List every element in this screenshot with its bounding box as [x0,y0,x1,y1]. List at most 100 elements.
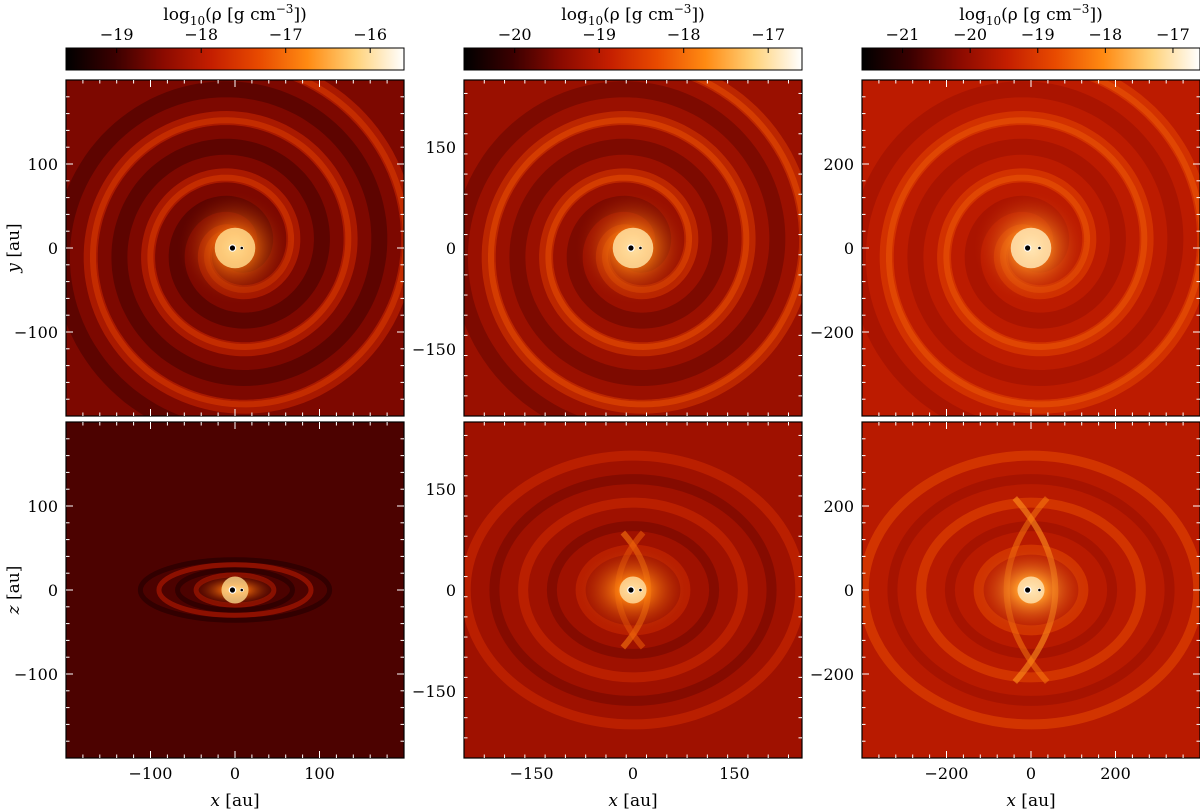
panel-frame [463,79,803,417]
colorbar-tick-label: −18 [1088,25,1122,44]
colorbar-label-sub: 10 [588,14,603,28]
y-tick-label: 0 [446,239,456,258]
sink-particle [1023,244,1032,252]
y-tick-label: 0 [48,581,58,600]
y-tick-label: 100 [27,155,58,174]
colorbar [861,47,1200,71]
colorbar-label-body: (ρ [g cm [205,5,276,25]
sink-particle [627,244,635,252]
y-tick-label: 0 [446,581,456,600]
colorbar-label-log: log [959,5,986,25]
x-axis-unit: [au] [1016,791,1056,811]
x-axis-label: x [au] [608,791,657,811]
x-tick-label: −150 [510,764,554,783]
y-tick-label: 0 [844,581,854,600]
sink-particle [1023,586,1032,594]
y-tick-label: 150 [425,138,456,157]
panel-top-1: −100 0 100 y [au] [4,79,405,417]
y-tick-label: 150 [425,480,456,499]
y-tick-label: −100 [14,665,58,684]
colorbar-label-sup: −3 [276,2,294,16]
column-2: log10(ρ [g cm−3])−20 −19 −18 −17−1500150−15… [412,2,803,811]
colorbar-tick-label: −21 [886,25,920,44]
sink-particle [638,246,643,250]
panel-top-2: −150 0 150 [412,79,803,417]
density-lobe [518,497,748,683]
x-tick-label: 0 [628,764,638,783]
sink-particle [1037,588,1042,592]
sink-particle [239,246,244,250]
x-tick-label: 0 [230,764,240,783]
colorbar-tick-label: −18 [184,25,218,44]
y-axis-unit: [au] [4,223,24,263]
colorbar-label-sup: −3 [674,2,692,16]
x-tick-label: 0 [1026,764,1036,783]
sink-particle [228,244,237,252]
x-axis-label: x [au] [1006,791,1055,811]
y-axis-unit: [au] [4,566,24,606]
density-lobe [156,562,314,618]
x-tick-label: −200 [925,764,969,783]
y-axis-label: z [au] [4,566,24,616]
x-tick-label: 150 [719,764,750,783]
colorbar-tick-label: −17 [1156,25,1190,44]
density-map [66,80,404,416]
column-3: log10(ρ [g cm−3]) −21 −20 −19 −18 −17 −200 0 200… [810,2,1200,811]
y-axis-var: z [4,604,24,615]
colorbar-tick-label: −19 [582,25,616,44]
sink-particle [239,588,244,592]
density-lobe [887,474,1175,706]
colorbar-tick-label: −20 [498,25,532,44]
density-map [862,422,1200,758]
colorbar-label-log: log [163,5,190,25]
colorbar-label-log: log [561,5,588,25]
colorbar-label: log10(ρ [g cm−3]) [163,2,306,28]
colorbar-label-sup: −3 [1072,2,1090,16]
x-axis-var: x [608,791,618,811]
colorbar-tick-label: −19 [1021,25,1055,44]
colorbar [463,47,803,71]
x-tick-label: −100 [129,764,173,783]
sink-particle [627,586,635,594]
colorbar-tick-label: −20 [953,25,987,44]
y-tick-label: 200 [823,497,854,516]
panel-top-3: −200 0 200 [810,79,1200,417]
density-lobe [944,521,1118,659]
density-lobe [916,497,1146,683]
y-tick-label: −100 [14,323,58,342]
panel-bottom-1: −100 0 100 −100 0 100 x [au] z [au] [4,421,405,811]
x-tick-label: 100 [304,764,335,783]
y-tick-label: −200 [810,323,854,342]
panel-frame [463,421,803,759]
density-map [464,80,802,416]
sink-particle [228,586,237,594]
x-axis-unit: [au] [220,791,260,811]
y-tick-label: 0 [48,239,58,258]
y-axis-var: y [4,263,24,274]
x-axis-var: x [1006,791,1016,811]
density-lobe [175,567,295,613]
panel-bottom-3: −200 0 200 −200 0 200 x [au] [810,421,1200,811]
density-lobe [546,521,720,659]
x-axis-label: x [au] [210,791,259,811]
colorbar-tick-label: −17 [269,25,303,44]
sink-particle [1037,246,1042,250]
colorbar-label-sub: 10 [190,14,205,28]
colorbar-label-close: ]) [293,5,306,25]
y-tick-label: 200 [823,155,854,174]
x-tick-label: 200 [1100,764,1131,783]
y-tick-label: 0 [844,239,854,258]
sink-particle [638,588,643,592]
colorbar-tick-label: −18 [667,25,701,44]
y-tick-label: −200 [810,665,854,684]
colorbar-label-close: ]) [691,5,704,25]
y-tick-label: −150 [412,340,456,359]
colorbar-tick-label: −17 [751,25,785,44]
colorbar-label-body: (ρ [g cm [1001,5,1072,25]
density-lobe [137,557,333,623]
x-axis-unit: [au] [618,791,658,811]
y-tick-label: 100 [27,497,58,516]
